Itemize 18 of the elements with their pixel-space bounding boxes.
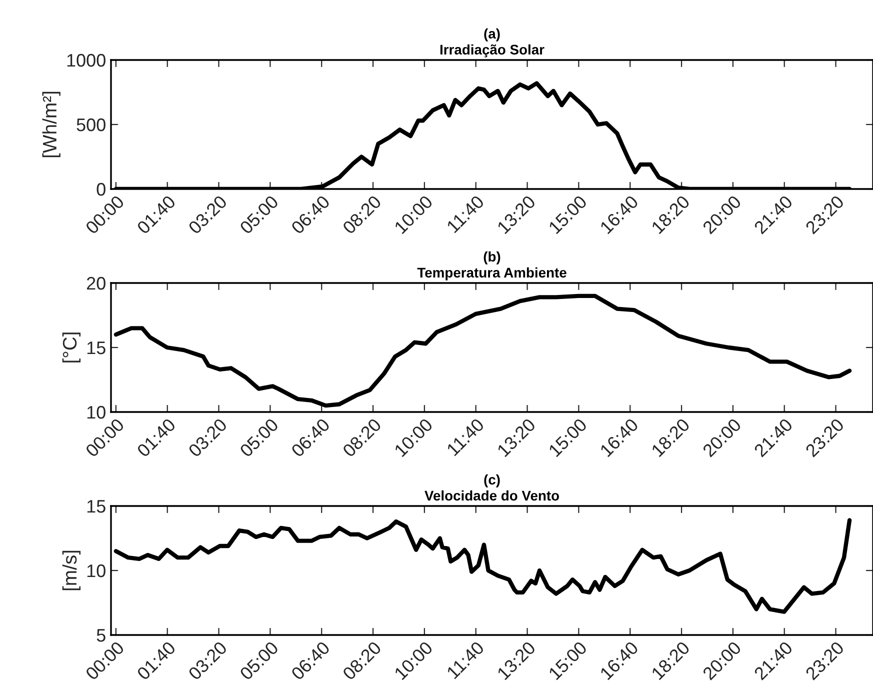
- y-tick-label: 10: [87, 564, 106, 578]
- y-axis-title: [°C]: [62, 332, 80, 362]
- y-tick-label: 1000: [67, 54, 106, 67]
- chart-title: (b): [484, 251, 500, 264]
- y-tick-label: 20: [86, 276, 106, 290]
- y-tick-label: 5: [96, 629, 106, 642]
- chart-subtitle: Temperatura Ambiente: [417, 267, 566, 280]
- chart-subtitle: Velocidade do Vento: [424, 490, 559, 501]
- chart-title: (a): [484, 28, 500, 42]
- y-tick-label: 10: [87, 406, 106, 419]
- y-axis-title: [Wh/m²]: [42, 92, 60, 158]
- chart-subtitle: Irradiação Solar: [440, 44, 544, 58]
- y-tick-label: 500: [76, 118, 106, 132]
- chart-title: (c): [484, 474, 500, 488]
- y-axis-title: [m/s]: [62, 550, 80, 590]
- y-tick-label: 0: [96, 182, 106, 196]
- y-tick-label: 15: [87, 500, 106, 513]
- y-tick-label: 15: [87, 342, 106, 354]
